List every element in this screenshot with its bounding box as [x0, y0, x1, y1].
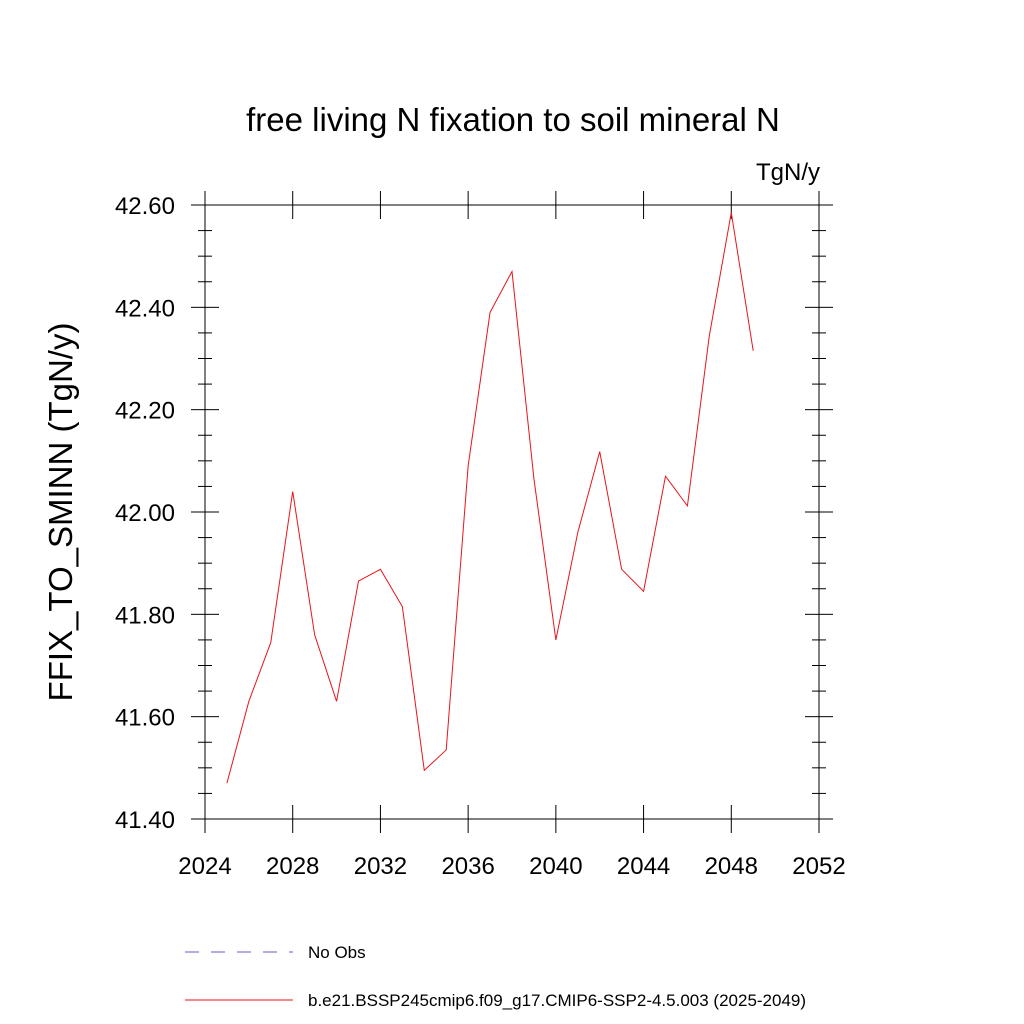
y-tick-label: 41.80 — [115, 602, 175, 629]
legend-label-model-run: b.e21.BSSP245cmip6.f09_g17.CMIP6-SSP2-4.… — [308, 991, 806, 1010]
y-tick-labels: 41.40 41.60 41.80 42.00 42.20 42.40 42.60 — [115, 193, 175, 834]
y-axis-label: FFIX_TO_SMINN (TgN/y) — [42, 323, 79, 702]
x-tick-label: 2032 — [354, 853, 407, 880]
y-tick-label: 42.00 — [115, 500, 175, 527]
legend-label-no-obs: No Obs — [308, 943, 366, 962]
axis-ticks — [191, 191, 833, 833]
y-tick-label: 41.60 — [115, 705, 175, 732]
x-tick-label: 2024 — [178, 853, 231, 880]
series-line — [226, 212, 754, 784]
x-tick-label: 2028 — [266, 853, 319, 880]
units-label: TgN/y — [756, 159, 820, 186]
y-tick-label: 42.20 — [115, 398, 175, 425]
x-tick-labels: 2024 2028 2032 2036 2040 2044 2048 2052 — [178, 853, 845, 880]
x-tick-label: 2040 — [529, 853, 582, 880]
plot-frame — [204, 204, 820, 820]
series-group — [226, 212, 754, 784]
x-tick-label: 2052 — [792, 853, 845, 880]
legend: No Obs b.e21.BSSP245cmip6.f09_g17.CMIP6-… — [185, 943, 806, 1010]
x-tick-label: 2036 — [441, 853, 494, 880]
y-tick-label: 41.40 — [115, 807, 175, 834]
y-tick-label: 42.40 — [115, 295, 175, 322]
y-tick-label: 42.60 — [115, 193, 175, 220]
x-tick-label: 2048 — [705, 853, 758, 880]
chart-title: free living N fixation to soil mineral N — [246, 101, 780, 138]
x-tick-label: 2044 — [617, 853, 670, 880]
